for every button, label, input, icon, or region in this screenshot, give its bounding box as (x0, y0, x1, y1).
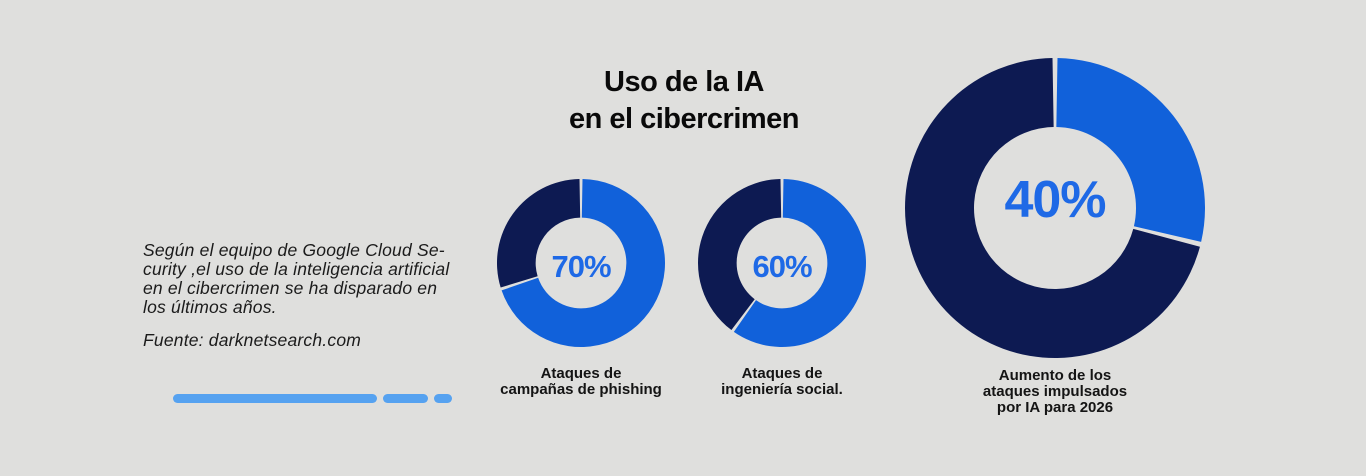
decorative-dashes (173, 394, 452, 403)
chart-caption-phishing: Ataques de campañas de phishing (481, 366, 681, 398)
intro-paragraph: Según el equipo de Google Cloud Se- curi… (143, 240, 450, 317)
page-title-line2: en el cibercrimen (568, 103, 800, 135)
page-title: Uso de la IA en el cibercrimen (534, 64, 834, 138)
caption-line: Ataques de (741, 365, 823, 382)
donut-chart-social-engineering: 60% (698, 179, 866, 347)
caption-line: ataques impulsados (982, 383, 1128, 400)
donut-chart-ai-attacks-2026: 40% (905, 58, 1205, 358)
dash-long (173, 394, 377, 403)
dash-short (434, 394, 452, 403)
chart-caption-ai-attacks-2026: Aumento de los ataques impulsados por IA… (945, 368, 1165, 416)
caption-line: campañas de phishing (500, 381, 662, 398)
donut-chart-phishing: 70% (497, 179, 665, 347)
donut-value-phishing: 70% (551, 248, 611, 284)
caption-line: ingeniería social. (721, 381, 843, 398)
caption-line: Ataques de (540, 365, 622, 382)
donut-value-social-engineering: 60% (752, 248, 812, 284)
donut-value-ai-attacks-2026: 40% (1004, 171, 1106, 229)
donut-ring-social-engineering (698, 179, 866, 347)
donut-ring-ai-attacks-2026 (905, 58, 1205, 358)
caption-line: Aumento de los (998, 367, 1112, 384)
chart-caption-social-engineering: Ataques de ingeniería social. (682, 366, 882, 398)
source-credit: Fuente: darknetsearch.com (143, 330, 362, 350)
page-title-line1: Uso de la IA (604, 66, 765, 98)
donut-ring-phishing (497, 179, 665, 347)
dash-medium (383, 394, 428, 403)
caption-line: por IA para 2026 (996, 399, 1114, 416)
